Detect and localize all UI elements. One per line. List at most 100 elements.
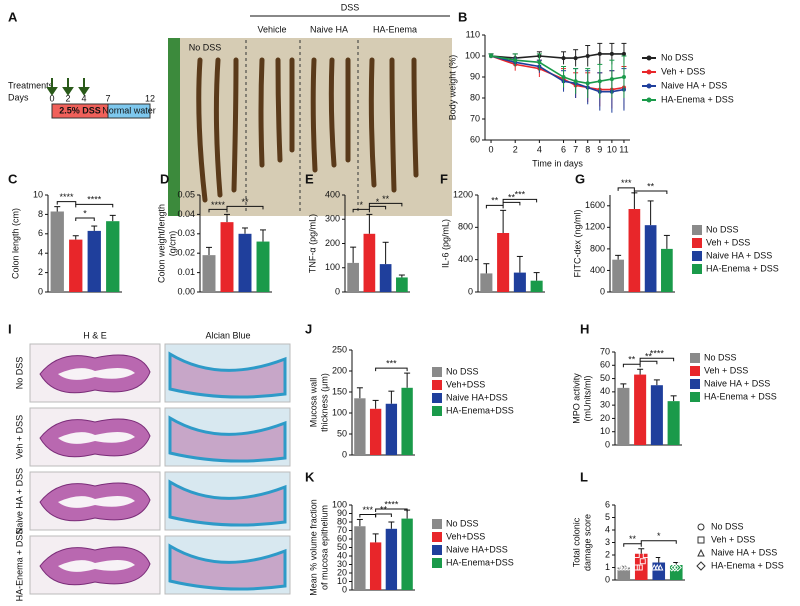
bar <box>354 398 366 455</box>
y-tick-label: 3 <box>605 537 610 547</box>
y-axis-label: (mUnits/ml) <box>582 376 592 422</box>
legend-label: Veh + DSS <box>704 365 748 375</box>
bar <box>50 211 64 292</box>
y-tick-label: 0 <box>468 286 473 296</box>
timeline-label: Days <box>8 92 29 102</box>
water-phase <box>107 103 151 119</box>
y-axis-label: MPO activity <box>571 373 581 424</box>
significance-bracket <box>617 187 635 191</box>
legend-label: HA-Enema + DSS <box>706 263 779 273</box>
marker <box>636 539 643 546</box>
bar <box>667 401 680 445</box>
significance-label: ** <box>645 352 653 362</box>
y-tick-label: 100 <box>332 499 347 509</box>
panel-letter: I <box>8 321 12 336</box>
panel-letter: G <box>575 171 585 186</box>
significance-label: * <box>376 197 380 207</box>
marker <box>639 527 646 533</box>
x-tick-label: 4 <box>537 144 542 154</box>
y-tick-label: 100 <box>325 262 340 272</box>
panel-letter: L <box>580 469 588 484</box>
legend-label: No DSS <box>711 521 744 531</box>
significance-bracket <box>75 217 95 222</box>
legend-label: No DSS <box>446 366 479 376</box>
y-tick-label: 70 <box>600 346 610 356</box>
y-tick-label: 0 <box>605 574 610 584</box>
legend-label: No DSS <box>706 224 739 234</box>
significance-bracket <box>226 205 264 210</box>
marker <box>667 563 676 572</box>
panel-letter: E <box>305 171 314 186</box>
panel-letter: J <box>305 321 312 336</box>
day-label: 2 <box>65 93 70 103</box>
marker <box>676 557 685 566</box>
day-label: 0 <box>49 93 54 103</box>
x-tick-label: 6 <box>561 144 566 154</box>
significance-label: ** <box>628 355 636 365</box>
y-tick-label: 0 <box>605 439 610 449</box>
significance-bracket <box>375 513 392 517</box>
alcian-tissue <box>168 479 287 527</box>
y-tick-label: 0.00 <box>177 286 195 296</box>
y-axis-label: FITC-dex (ng/ml) <box>572 209 582 277</box>
bar <box>661 248 673 292</box>
y-tick-label: 50 <box>337 428 347 438</box>
photo-label: Naive HA <box>310 24 348 34</box>
y-tick-label: 0.03 <box>177 228 195 238</box>
significance-label: **** <box>87 195 102 205</box>
legend-label: HA-Enema + DSS <box>711 560 784 570</box>
y-axis-label: Mucosa wall <box>308 378 318 428</box>
point <box>621 51 626 56</box>
legend-swatch <box>432 558 442 568</box>
legend-label: Naive HA+DSS <box>446 392 508 402</box>
legend-swatch <box>690 366 700 376</box>
y-axis-label: IL-6 (pg/mL) <box>440 219 450 268</box>
bar <box>617 567 631 580</box>
bar <box>220 222 234 292</box>
panel-letter: A <box>8 9 18 24</box>
significance-label: *** <box>386 358 397 368</box>
y-tick-label: 60 <box>600 360 610 370</box>
point <box>621 75 626 79</box>
y-tick-label: 110 <box>466 29 480 39</box>
x-tick-label: 9 <box>597 144 602 154</box>
y-tick-label: 0 <box>342 449 347 459</box>
legend-label: Naive HA + DSS <box>661 80 727 90</box>
line <box>490 55 625 85</box>
bar <box>480 273 493 292</box>
significance-bracket <box>75 203 114 208</box>
phase-label: 2.5% DSS <box>59 105 101 115</box>
marker <box>697 536 705 544</box>
significance-bracket <box>359 513 377 518</box>
y-tick-label: 150 <box>332 386 347 396</box>
y-tick-label: 30 <box>600 400 610 410</box>
significance-bracket <box>375 508 408 512</box>
significance-bracket <box>375 367 408 372</box>
photo-label: No DSS <box>189 42 222 52</box>
legend-swatch <box>646 97 652 103</box>
alcian-tissue <box>168 351 287 399</box>
point <box>585 54 590 58</box>
y-axis-label: TNF-α (pg/mL) <box>307 214 317 273</box>
marker <box>616 564 623 571</box>
row-label: No DSS <box>14 357 24 390</box>
bar <box>347 262 359 292</box>
panel-letter: D <box>160 171 169 186</box>
y-tick-label: 50 <box>600 373 610 383</box>
significance-bracket <box>640 540 677 544</box>
y-tick-label: 0.02 <box>177 248 195 258</box>
y-tick-label: 2 <box>605 549 610 559</box>
marker <box>654 538 661 546</box>
bar <box>69 239 83 292</box>
x-tick-label: 0 <box>489 144 494 154</box>
day-label: 12 <box>145 93 155 103</box>
panel-letter: K <box>305 469 315 484</box>
legend-swatch <box>646 55 652 61</box>
point <box>561 56 566 61</box>
bar <box>634 374 647 445</box>
he-lumen <box>58 431 135 444</box>
legend-label: Veh+DSS <box>446 379 485 389</box>
significance-label: **** <box>650 349 665 359</box>
